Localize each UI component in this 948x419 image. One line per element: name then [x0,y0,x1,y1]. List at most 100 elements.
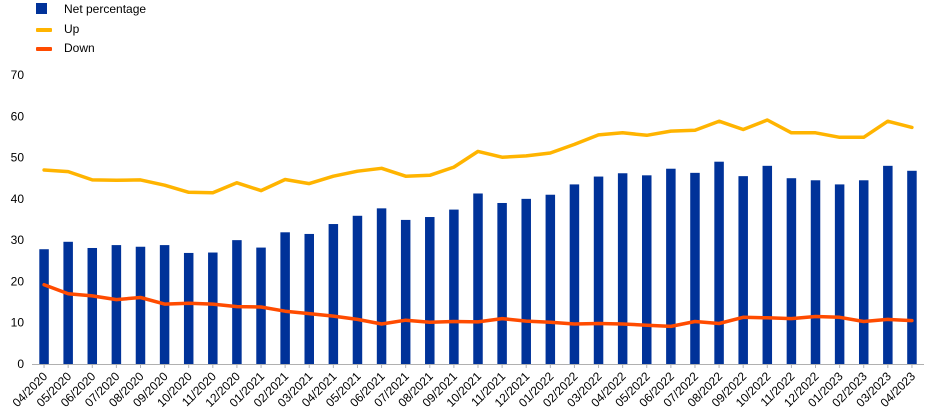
bar-net-percentage [786,178,797,364]
y-tick-label: 30 [11,233,25,247]
point-up [259,189,263,192]
bar-net-percentage [834,184,845,364]
bar-net-percentage [569,184,580,364]
point-up [862,136,865,139]
bar-net-percentage [328,224,339,364]
bar-net-percentage [762,165,773,364]
bar-net-percentage [690,172,700,364]
point-down [380,322,383,326]
y-tick-label: 0 [17,357,24,371]
point-up [790,131,793,134]
point-up [741,128,745,131]
point-up [428,174,431,177]
bar-net-percentage [593,176,604,364]
point-down [308,312,311,315]
point-down [66,292,70,296]
point-up [525,154,528,158]
point-down [91,294,94,298]
point-up [332,174,335,178]
point-up [476,150,480,153]
bar-net-percentage [232,240,242,364]
point-up [380,167,383,170]
bar-net-percentage [666,168,676,364]
point-up [66,170,70,173]
point-down [163,302,166,306]
point-down [645,323,648,327]
point-down [404,319,407,322]
point-down [669,325,673,328]
point-up [115,179,118,182]
point-down [525,319,528,323]
point-down [693,320,697,323]
point-down [211,302,215,306]
bar-net-percentage [858,180,869,364]
point-down [910,319,914,322]
bar-net-percentage [135,246,146,364]
point-up [452,165,456,169]
bar-net-percentage [111,245,122,364]
point-up [91,178,94,182]
point-up [404,174,407,178]
point-down [356,318,359,321]
bar-net-percentage [521,198,531,364]
point-down [766,316,769,319]
bar-net-percentage [183,252,194,364]
bar-net-percentage [497,202,507,364]
point-down [621,322,624,326]
point-down [139,296,142,299]
point-down [573,322,576,326]
point-up [308,182,311,185]
legend-swatch-up [36,27,52,32]
bar-net-percentage [63,241,73,364]
point-down [332,314,335,318]
y-tick-label: 60 [11,109,25,123]
line-up [42,118,914,195]
point-up [42,168,46,172]
legend-swatch-down [36,47,52,51]
bar-net-percentage [400,219,411,364]
bar-net-percentage [883,165,893,364]
point-down [886,318,890,321]
point-down [717,322,721,325]
point-up [886,120,890,123]
point-down [862,320,865,323]
point-up [645,134,648,137]
legend-swatch-net-percentage [36,3,47,14]
point-up [573,143,576,146]
point-down [476,320,480,324]
bar-net-percentage [738,176,748,364]
point-up [838,136,841,139]
point-down [235,305,239,308]
bar-net-percentage [449,209,459,364]
bar-net-percentage [642,175,652,364]
point-up [910,126,914,129]
point-up [235,181,239,184]
point-down [814,315,817,318]
point-up [766,118,769,122]
point-up [500,155,504,159]
point-up [717,120,721,123]
point-down [283,309,287,313]
bar-net-percentage [473,193,483,364]
point-down [838,316,841,319]
point-down [187,302,190,305]
bar-net-percentage [545,194,556,364]
y-tick-label: 70 [11,68,25,82]
bar-net-percentage [376,208,387,364]
point-down [790,317,793,320]
point-up [597,133,600,137]
bar-net-percentage [714,161,724,364]
point-down [549,321,552,324]
y-tick-label: 10 [11,316,25,330]
bar-net-percentage [907,170,917,364]
point-up [693,129,697,132]
point-down [115,298,118,301]
bar-net-percentage [39,249,49,364]
point-down [500,317,504,320]
point-up [211,191,215,194]
bar-net-percentage [87,247,98,364]
point-up [187,191,190,194]
point-up [283,178,287,181]
